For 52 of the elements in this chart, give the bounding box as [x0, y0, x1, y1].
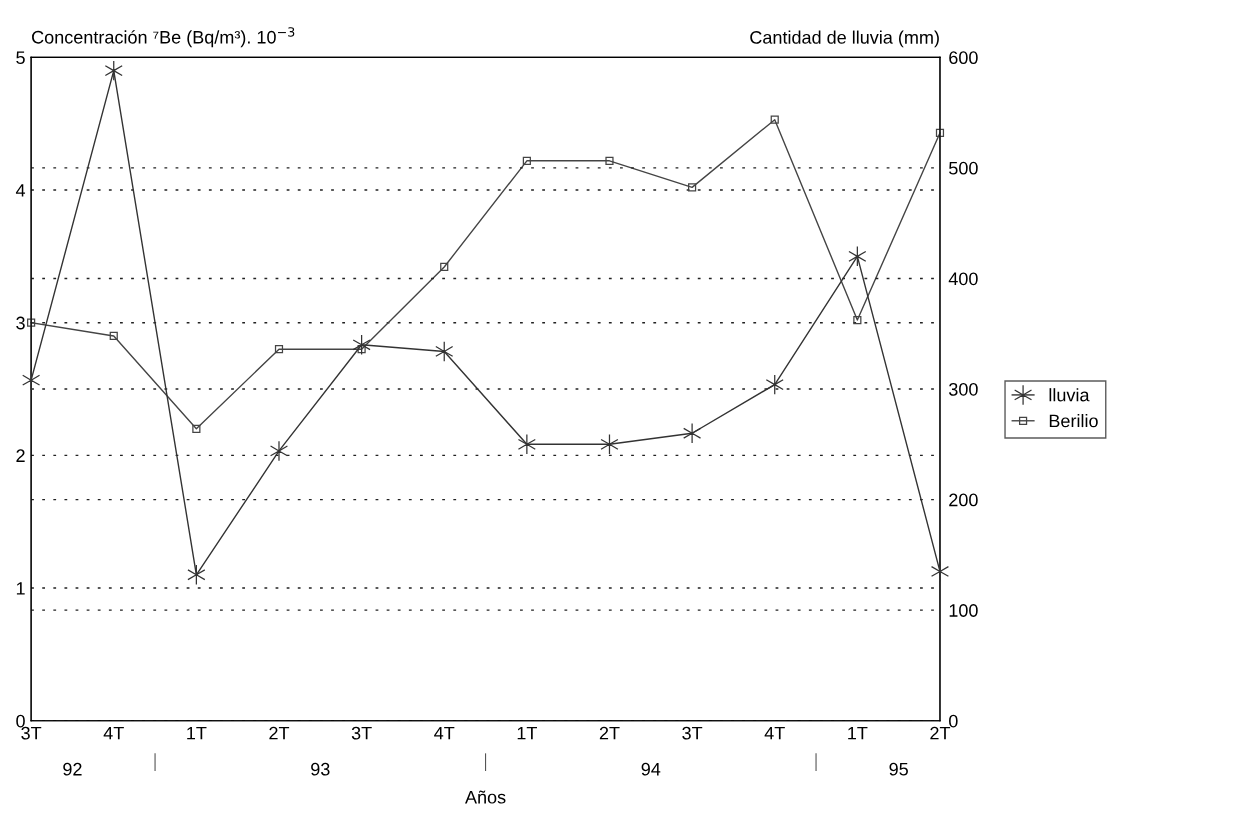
point	[22, 369, 41, 391]
point	[765, 374, 784, 395]
y2-tick-label: 0	[949, 714, 958, 728]
y2-tick-label: 500	[949, 161, 978, 175]
x-axis-title: Años	[465, 790, 506, 804]
point	[605, 156, 614, 165]
y2-tick-label: 200	[949, 493, 978, 507]
legend-label: lluvia	[1049, 388, 1090, 402]
y-tick-label: 5	[16, 51, 25, 65]
x-tick-label: 4T	[103, 726, 124, 740]
y-tick-label: 0	[16, 714, 25, 728]
point	[600, 433, 619, 455]
point	[853, 315, 862, 325]
x-tick-label: 1T	[517, 726, 537, 740]
x-tick-label: 1T	[848, 726, 868, 740]
text: 93	[311, 762, 330, 776]
point	[274, 345, 284, 354]
x-tick-label: 2T	[599, 726, 620, 740]
point	[109, 331, 118, 341]
point	[848, 246, 867, 267]
x-tick-label: 2T	[930, 726, 951, 740]
y-tick-label: 2	[16, 449, 25, 462]
x-tick-label: 3T	[682, 726, 703, 740]
y-tick-label: 3	[16, 316, 25, 330]
legend-label: Berilio	[1049, 414, 1098, 428]
x-tick-label: 4T	[764, 726, 785, 740]
text: 94	[641, 762, 661, 776]
y-tick-label: 4	[15, 184, 26, 197]
point	[269, 440, 289, 462]
x-tick-label: 3T	[21, 726, 42, 740]
x-tick-label: 2T	[269, 726, 290, 740]
point	[522, 156, 531, 165]
y2-tick-label: 600	[949, 51, 978, 65]
text: 92	[63, 762, 82, 776]
text: 95	[889, 762, 908, 776]
y-axis-title: Concentración ⁷Be (Bq/m³). 10$^{−3}$	[32, 27, 295, 48]
point	[770, 115, 779, 124]
point	[935, 128, 945, 138]
point	[688, 183, 697, 192]
point	[27, 318, 36, 327]
x-tick-label: 3T	[351, 726, 372, 740]
point	[192, 424, 201, 433]
y2-tick-label: 300	[949, 382, 978, 396]
point	[440, 262, 449, 272]
x-tick-label: 4T	[434, 726, 455, 740]
y-tick-label: 1	[16, 582, 25, 595]
y2-axis-title: Cantidad de lluvia (mm)	[750, 30, 939, 48]
y2-tick-label: 100	[949, 604, 978, 617]
x-tick-label: 1T	[187, 726, 207, 740]
point	[352, 334, 371, 356]
point	[683, 422, 702, 444]
y2-tick-label: 400	[948, 272, 978, 286]
